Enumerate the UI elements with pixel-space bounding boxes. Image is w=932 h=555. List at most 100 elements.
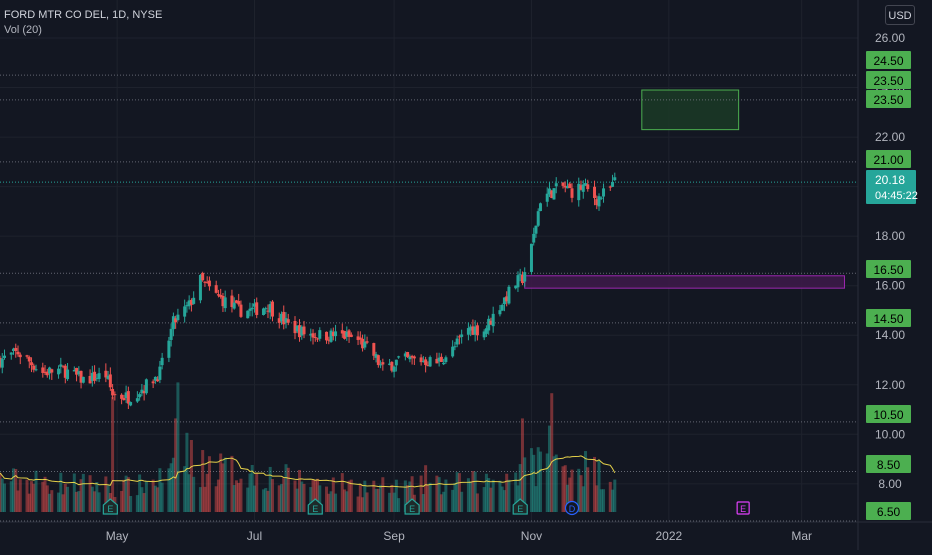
candle xyxy=(234,299,238,304)
candle-body xyxy=(570,188,574,198)
candle-body xyxy=(586,184,590,190)
candle xyxy=(250,303,254,317)
currency-button[interactable]: USD xyxy=(885,5,915,25)
volume-bar xyxy=(111,396,115,512)
candle-body xyxy=(234,300,238,303)
candle-body xyxy=(390,361,394,371)
candle xyxy=(9,352,13,360)
candle xyxy=(597,193,601,211)
volume-bar xyxy=(455,472,459,512)
level-price-label: 21.00 xyxy=(866,150,911,168)
candle-body xyxy=(412,356,416,359)
volume-bar xyxy=(516,485,520,512)
volume-bar xyxy=(426,485,430,512)
candle-body xyxy=(246,310,250,319)
candle xyxy=(579,180,583,191)
candle-body xyxy=(88,375,92,384)
volume-bar xyxy=(248,473,252,512)
volume-bar xyxy=(79,479,83,512)
level-price-label: 10.50 xyxy=(866,405,911,423)
candle-body xyxy=(185,305,189,307)
volume-bar xyxy=(570,469,574,512)
earnings-marker-shape xyxy=(307,498,323,515)
candle-body xyxy=(421,361,425,363)
candle-body xyxy=(451,346,455,357)
candle xyxy=(223,290,227,312)
candle xyxy=(514,285,518,290)
upcoming-earnings-marker[interactable]: E xyxy=(736,501,750,515)
candle xyxy=(561,182,565,189)
volume-bar xyxy=(223,457,227,512)
volume-bar xyxy=(185,432,189,512)
candle xyxy=(266,304,270,319)
candle xyxy=(442,358,446,366)
earnings-marker[interactable]: E xyxy=(307,498,323,515)
candle xyxy=(63,364,67,384)
candle-body xyxy=(597,196,601,207)
candle-body xyxy=(250,307,254,310)
volume-bar xyxy=(158,468,162,512)
candle xyxy=(171,312,175,337)
candle xyxy=(347,329,351,343)
candle xyxy=(520,271,524,286)
volume-bar xyxy=(363,480,367,512)
volume-bar xyxy=(599,489,603,512)
earnings-marker[interactable]: E xyxy=(512,498,528,515)
candle xyxy=(158,360,162,384)
candle xyxy=(451,340,455,358)
volume-bar xyxy=(608,481,612,512)
candle xyxy=(219,288,223,299)
candle-body xyxy=(221,295,225,307)
level-price-label-text: 23.50 xyxy=(873,74,903,88)
volume-bar xyxy=(0,472,2,512)
candle-body xyxy=(140,389,144,394)
candle-body xyxy=(270,301,274,317)
candle xyxy=(113,391,117,401)
earnings-marker[interactable]: E xyxy=(404,498,420,515)
candle-body xyxy=(534,225,538,234)
candle-body xyxy=(376,355,380,365)
candle-body xyxy=(554,183,558,187)
candle-body xyxy=(331,332,335,337)
candle-body xyxy=(516,275,520,288)
earnings-marker[interactable]: E xyxy=(102,498,118,515)
volume-bar xyxy=(25,479,29,512)
volume-bar xyxy=(374,488,378,512)
candle xyxy=(419,354,423,366)
volume-bar xyxy=(151,479,155,512)
candle xyxy=(12,347,16,355)
candle xyxy=(550,189,554,199)
volume-bar xyxy=(593,456,597,512)
candle-body xyxy=(122,398,126,401)
level-price-label: 16.50 xyxy=(866,260,911,278)
volume-bar xyxy=(201,450,205,512)
candle-body xyxy=(403,353,407,357)
volume-bar xyxy=(466,478,470,512)
symbol-title[interactable]: FORD MTR CO DEL, 1D, NYSE xyxy=(4,9,163,21)
candle xyxy=(529,243,533,275)
candle xyxy=(221,292,225,313)
volume-bar xyxy=(203,486,207,512)
candle xyxy=(16,345,20,357)
candle xyxy=(135,391,139,403)
volume-bar xyxy=(27,493,31,512)
volume-indicator-label[interactable]: Vol (20) xyxy=(4,24,42,36)
upcoming-earnings-marker-shape xyxy=(736,501,750,515)
candle xyxy=(570,183,574,203)
support-zone xyxy=(524,275,845,289)
candle xyxy=(25,354,29,359)
candle xyxy=(469,324,473,337)
volume-bar xyxy=(43,476,47,512)
earnings-marker-label: E xyxy=(312,504,318,514)
candle xyxy=(593,180,597,206)
candle-body xyxy=(347,330,351,337)
volume-bar xyxy=(451,489,455,512)
dividend-marker[interactable]: D xyxy=(564,500,580,516)
candle xyxy=(311,329,315,345)
candle-body xyxy=(264,308,268,310)
volume-bar xyxy=(489,487,493,512)
candle-body xyxy=(126,391,130,404)
candle xyxy=(270,300,274,322)
candle-body xyxy=(48,367,52,374)
